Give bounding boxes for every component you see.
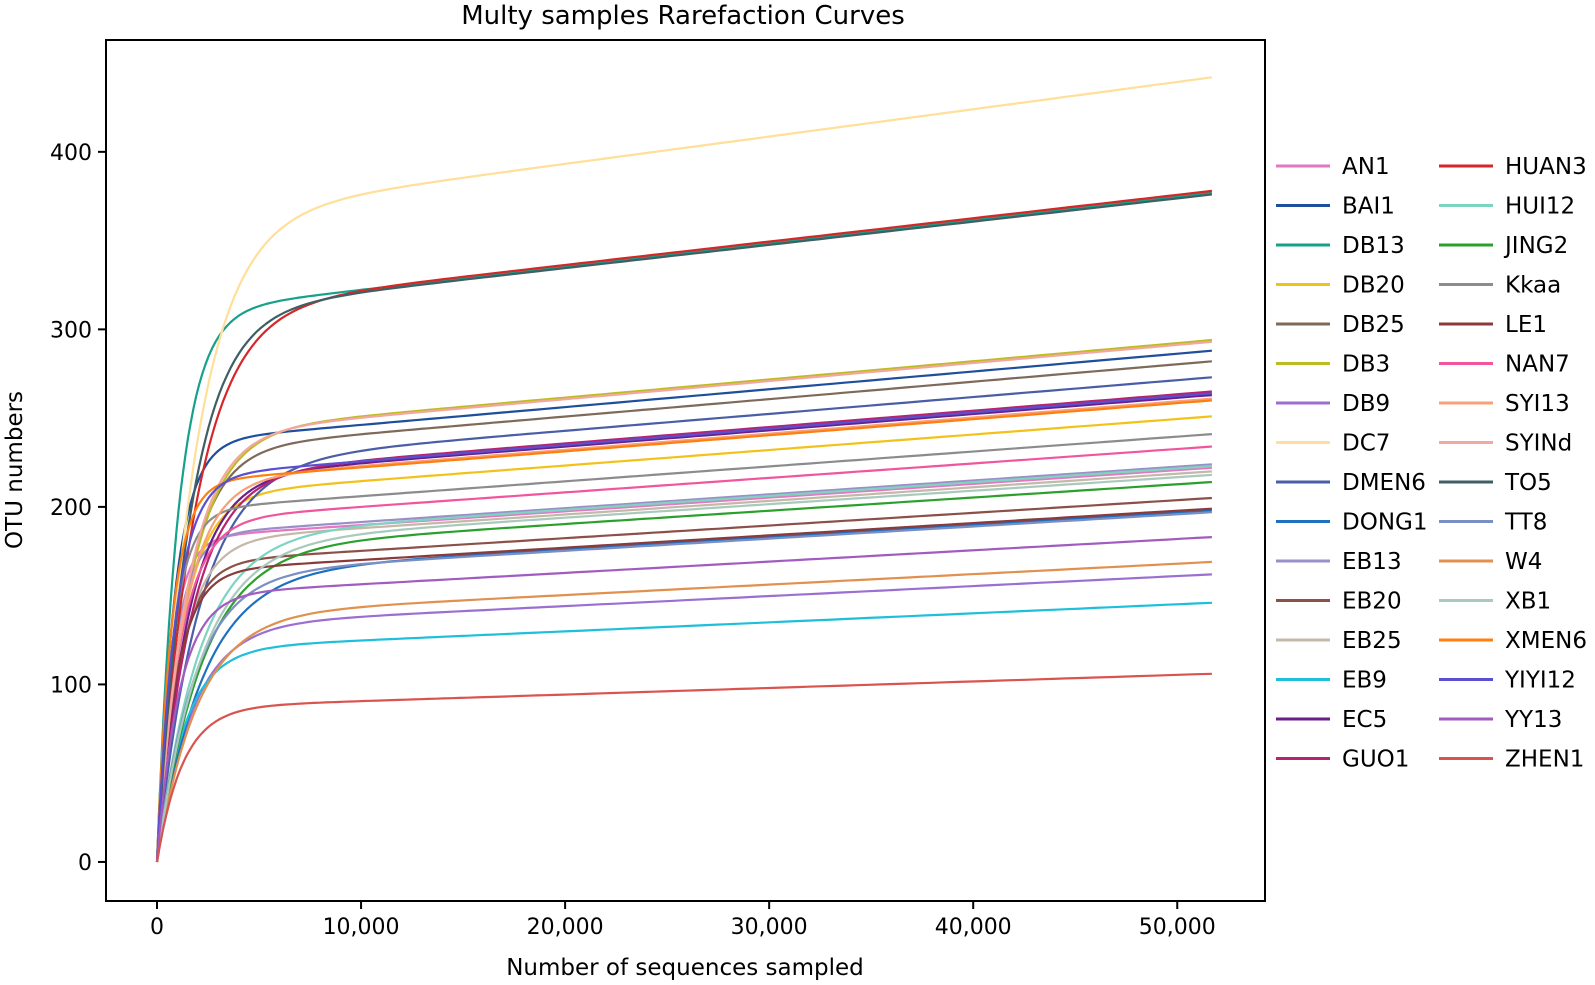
- legend-label-le1: LE1: [1505, 312, 1547, 338]
- legend-label-ec5: EC5: [1342, 707, 1387, 733]
- legend-label-dmen6: DMEN6: [1342, 470, 1426, 496]
- legend: AN1 BAI1 DB13 DB20 DB25 DB3 DB9 DC7 DMEN6 DONG1 EB…: [1276, 154, 1587, 773]
- legend-label-yiyi12: YIYI12: [1504, 668, 1576, 694]
- y-tick-label: 200: [50, 496, 92, 521]
- series-line-le1: [155, 507, 1212, 863]
- chart-title: Multy samples Rarefaction Curves: [461, 1, 905, 31]
- legend-label-db9: DB9: [1342, 391, 1390, 417]
- series-line-eb9: [155, 601, 1212, 863]
- series-line-syi13: [155, 397, 1212, 863]
- y-axis-label: OTU numbers: [2, 391, 28, 549]
- series-line-ec5: [155, 394, 1212, 863]
- x-axis-label: Number of sequences sampled: [506, 955, 864, 981]
- series-line-xmen6: [155, 399, 1212, 862]
- legend-label-syi13: SYI13: [1505, 391, 1570, 417]
- legend-label-xmen6: XMEN6: [1505, 628, 1587, 654]
- series-line-kkaa: [155, 433, 1212, 862]
- x-tick-label: 30,000: [731, 915, 808, 940]
- series-line-xb1: [155, 473, 1212, 863]
- legend-label-guo1: GUO1: [1342, 747, 1409, 773]
- series-line-hui12: [155, 465, 1212, 863]
- legend-label-yy13: YY13: [1504, 707, 1562, 733]
- series-line-jing2: [155, 480, 1212, 863]
- series-line-dmen6: [155, 376, 1212, 863]
- legend-label-w4: W4: [1505, 549, 1542, 575]
- series-line-w4: [155, 560, 1212, 863]
- legend-label-to5: TO5: [1504, 470, 1552, 496]
- x-tick-label: 0: [150, 915, 164, 940]
- legend-label-zhen1: ZHEN1: [1505, 747, 1584, 773]
- legend-label-db25: DB25: [1342, 312, 1405, 338]
- legend-label-eb13: EB13: [1342, 549, 1402, 575]
- series-line-zhen1: [155, 672, 1212, 863]
- series-lines: [155, 76, 1213, 863]
- series-line-dc7: [155, 76, 1213, 863]
- legend-label-dong1: DONG1: [1342, 510, 1427, 536]
- legend-label-db13: DB13: [1342, 233, 1405, 259]
- plot-frame: [105, 39, 1266, 902]
- y-axis: 0 100 200 300 400: [50, 141, 106, 876]
- y-tick-label: 0: [78, 851, 92, 876]
- plot-area: [105, 39, 1266, 902]
- series-line-yy13: [155, 536, 1212, 863]
- y-tick-label: 400: [50, 141, 92, 166]
- legend-label-eb20: EB20: [1342, 589, 1402, 615]
- x-tick-label: 40,000: [935, 915, 1012, 940]
- legend-label-xb1: XB1: [1505, 589, 1551, 615]
- legend-label-eb25: EB25: [1342, 628, 1402, 654]
- series-line-db9: [155, 573, 1212, 863]
- x-tick-label: 50,000: [1139, 915, 1216, 940]
- legend-label-db20: DB20: [1342, 273, 1405, 299]
- series-line-yiyi12: [155, 392, 1212, 862]
- series-line-syind: [155, 340, 1212, 863]
- legend-label-bai1: BAI1: [1342, 194, 1395, 220]
- x-tick-label: 10,000: [323, 915, 400, 940]
- legend-label-dc7: DC7: [1342, 431, 1390, 457]
- legend-label-an1: AN1: [1342, 154, 1390, 180]
- series-line-huan3: [155, 189, 1213, 863]
- series-line-nan7: [155, 445, 1212, 863]
- legend-label-hui12: HUI12: [1505, 194, 1575, 220]
- legend-label-huan3: HUAN3: [1505, 154, 1587, 180]
- y-tick-label: 100: [50, 673, 92, 698]
- x-axis: 0 10,000 20,000 30,000 40,000 50,000: [150, 901, 1216, 940]
- series-line-tt8: [155, 511, 1212, 863]
- series-line-to5: [155, 193, 1213, 863]
- legend-label-jing2: JING2: [1503, 233, 1568, 259]
- x-tick-label: 20,000: [527, 915, 604, 940]
- series-line-an1: [155, 466, 1212, 862]
- legend-label-eb9: EB9: [1342, 668, 1387, 694]
- legend-label-tt8: TT8: [1504, 510, 1547, 536]
- legend-label-syind: SYINd: [1505, 431, 1572, 457]
- series-line-eb13: [155, 463, 1212, 863]
- legend-label-kkaa: Kkaa: [1505, 273, 1561, 299]
- legend-label-db3: DB3: [1342, 352, 1390, 378]
- y-tick-label: 300: [50, 318, 92, 343]
- legend-label-nan7: NAN7: [1505, 352, 1570, 378]
